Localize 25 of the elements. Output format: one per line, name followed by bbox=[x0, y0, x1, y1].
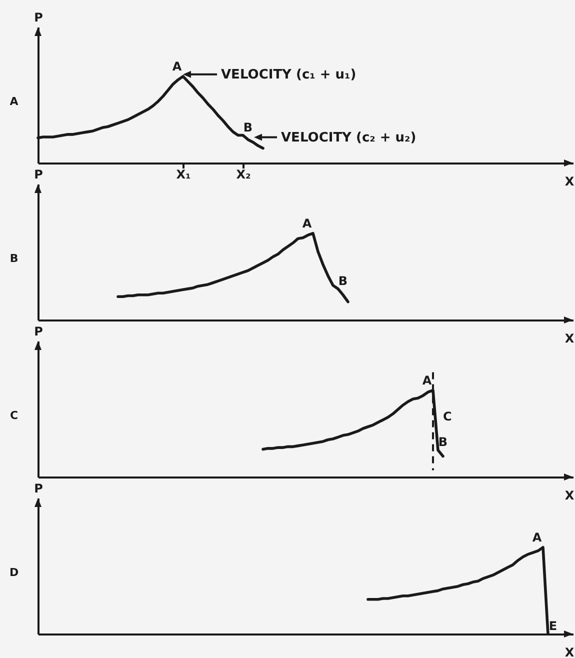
annotation: A bbox=[302, 216, 312, 230]
x-axis-title: X bbox=[564, 646, 575, 658]
text: A bbox=[10, 94, 19, 108]
text: C bbox=[10, 408, 18, 422]
annotation: A bbox=[422, 373, 432, 388]
x-axis-title: X bbox=[564, 332, 575, 346]
y-axis-title: P bbox=[34, 482, 44, 496]
text: B bbox=[10, 252, 18, 265]
text: C bbox=[443, 409, 452, 424]
x-axis-title: X bbox=[564, 174, 575, 188]
annotation: B bbox=[438, 435, 448, 450]
x-tick-label: X₁ bbox=[176, 168, 191, 182]
annotation: B bbox=[243, 120, 253, 134]
x-tick-label: X₂ bbox=[236, 168, 251, 182]
x-axis-title: X bbox=[564, 488, 575, 502]
y-axis-title: P bbox=[34, 324, 44, 338]
y-axis-title: P bbox=[34, 168, 44, 182]
annotation: VELOCITY (c₁ + u₁) bbox=[221, 67, 356, 82]
annotation: VELOCITY (c₂ + u₂) bbox=[281, 130, 416, 146]
text: D bbox=[9, 566, 19, 579]
annotation: A bbox=[532, 530, 542, 544]
y-axis-title: P bbox=[34, 10, 44, 24]
annotation: A bbox=[172, 59, 182, 74]
annotation: B bbox=[338, 274, 348, 288]
annotation: E bbox=[548, 619, 558, 633]
